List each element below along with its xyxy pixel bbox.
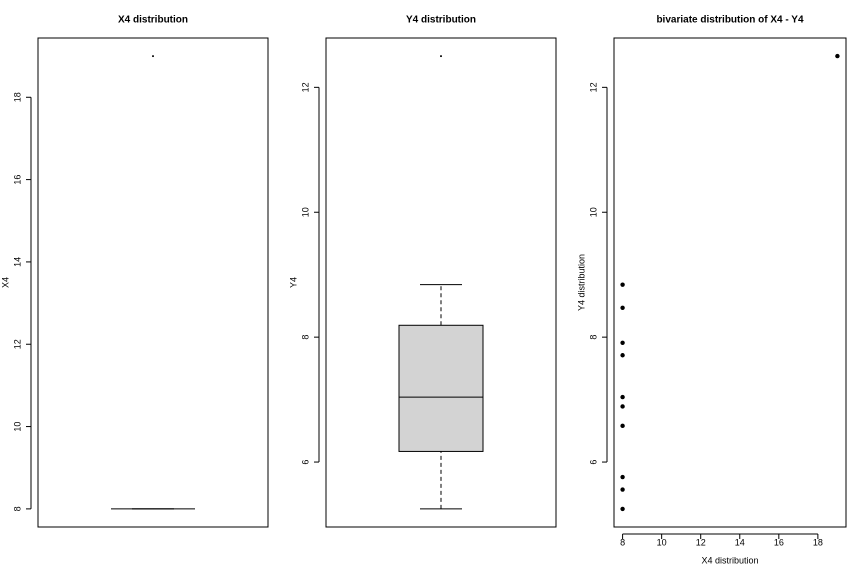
plot-frame bbox=[613, 37, 847, 528]
point bbox=[620, 506, 625, 512]
point bbox=[620, 474, 625, 480]
point bbox=[620, 394, 625, 400]
chart-title: Y4 distribution bbox=[406, 15, 476, 26]
x-tick-label: 16 bbox=[774, 537, 784, 547]
chart-title: bivariate distribution of X4 - Y4 bbox=[656, 15, 804, 26]
point bbox=[620, 340, 625, 345]
x-tick-label: 14 bbox=[735, 537, 745, 547]
x-tick-label: 12 bbox=[696, 537, 706, 547]
y-axis-label: Y4 distribution bbox=[576, 254, 586, 311]
plot-frame bbox=[37, 37, 269, 528]
outlier bbox=[440, 55, 442, 58]
y-tick-label: 8 bbox=[300, 335, 310, 340]
y-tick-label: 8 bbox=[12, 506, 22, 511]
y-tick-label: 8 bbox=[588, 335, 598, 340]
y-tick-label: 18 bbox=[12, 92, 22, 102]
x-tick-label: 10 bbox=[657, 537, 667, 547]
x-tick-label: 8 bbox=[620, 537, 625, 547]
x-tick-label: 18 bbox=[813, 537, 823, 547]
y-axis-label: Y4 bbox=[288, 277, 298, 288]
y-tick-label: 14 bbox=[12, 257, 22, 267]
outlier bbox=[152, 55, 154, 58]
y-tick-label: 12 bbox=[12, 339, 22, 349]
y-tick-label: 10 bbox=[12, 422, 22, 432]
point bbox=[835, 53, 840, 59]
point bbox=[620, 353, 625, 358]
y-tick-label: 16 bbox=[12, 175, 22, 185]
point bbox=[620, 423, 625, 429]
y-tick-label: 12 bbox=[300, 82, 310, 92]
y-tick-label: 10 bbox=[588, 207, 598, 217]
point bbox=[620, 282, 625, 287]
y-tick-label: 6 bbox=[300, 460, 310, 465]
y-tick-label: 12 bbox=[588, 82, 598, 92]
y-tick-label: 10 bbox=[300, 207, 310, 217]
point bbox=[620, 487, 625, 492]
box bbox=[398, 324, 484, 452]
y-tick-label: 6 bbox=[588, 460, 598, 465]
chart-title: X4 distribution bbox=[118, 15, 188, 26]
plot-frame bbox=[325, 37, 557, 528]
point bbox=[620, 305, 625, 310]
y-axis-label: X4 bbox=[0, 277, 10, 288]
point bbox=[620, 404, 625, 409]
x-axis-label: X4 distribution bbox=[701, 555, 758, 565]
